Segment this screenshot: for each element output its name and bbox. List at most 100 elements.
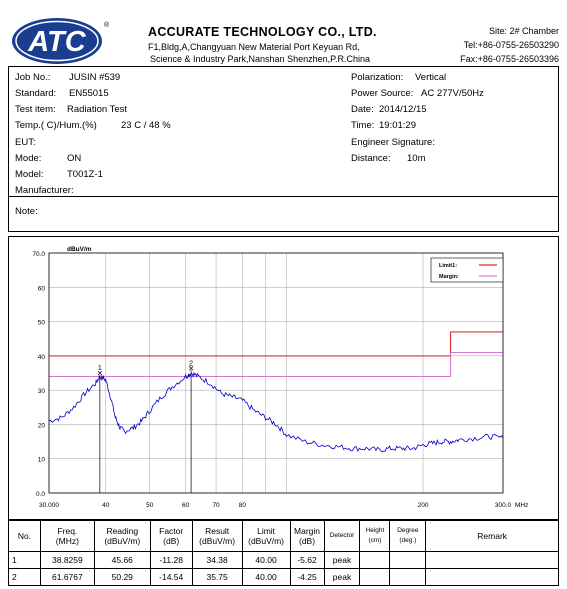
address-line2: Science & Industry Park,Nanshan Shenzhen…: [150, 54, 370, 64]
note-label: Note:: [15, 206, 38, 217]
marker-cross: [188, 366, 194, 371]
model-value: T001Z-1: [67, 169, 103, 180]
chart-legend: Limit1: Margin:: [430, 257, 504, 283]
manufacturer-row: Manufacturer:: [15, 185, 74, 196]
x-tick-label: 30.000: [39, 502, 59, 509]
test-item-label: Test item:: [15, 104, 56, 115]
standard-label: Standard:: [15, 88, 57, 99]
job-no-row: Job No.: JUSIN #539: [15, 72, 120, 83]
marker-label: 1: [98, 365, 102, 372]
emission-trace: [48, 371, 504, 453]
company-name: ACCURATE TECHNOLOGY CO., LTD.: [148, 25, 377, 39]
x-tick-label: 200: [418, 502, 429, 509]
time-row: Time: 19:01:29: [351, 120, 416, 131]
table-cell: 38.8259: [39, 551, 95, 569]
temp-label: Temp.( C)/Hum.(%): [15, 120, 97, 131]
standard-value: EN55015: [69, 88, 109, 99]
distance-value: 10m: [407, 153, 426, 164]
y-tick-label: 30: [38, 388, 46, 395]
tel-text: Tel:+86-0755-26503290: [463, 40, 559, 50]
x-tick-label: 60: [182, 502, 190, 509]
y-tick-label: 10: [38, 457, 46, 464]
date-label: Date:: [351, 104, 374, 115]
job-no-label: Job No.:: [15, 72, 51, 83]
logo-text: ATC: [27, 26, 87, 58]
table-cell: [389, 568, 427, 586]
fax-text: Fax:+86-0755-26503396: [460, 54, 559, 64]
legend-box: [430, 257, 504, 283]
table-header-cell: Height (cm): [359, 520, 391, 552]
table-cell: 50.29: [93, 568, 151, 586]
y-tick-label: 0.0: [36, 491, 45, 498]
table-header-cell: Limit (dBuV/m): [241, 520, 291, 552]
standard-row: Standard: EN55015: [15, 88, 109, 99]
y-tick-label: 50: [38, 320, 46, 327]
test-item-value: Radiation Test: [67, 104, 128, 115]
table-header-cell: Margin (dB): [289, 520, 325, 552]
signature-row: Engineer Signature:: [351, 137, 435, 148]
margin-line: [49, 351, 503, 377]
polarization-value: Vertical: [415, 72, 447, 83]
mode-label: Mode:: [15, 153, 42, 164]
table-row: 1 38.8259 45.66 -11.28 34.38 40.00 -5.62 peak: [8, 551, 559, 569]
table-cell: [425, 551, 559, 569]
table-cell: [359, 551, 391, 569]
test-item-row: Test item: Radiation Test: [15, 104, 127, 115]
y-tick-label: 60: [38, 285, 46, 292]
table-cell: peak: [323, 568, 361, 586]
temp-value: 23 C / 48 %: [121, 120, 171, 131]
table-header-cell: Freq. (MHz): [39, 520, 95, 552]
x-tick-label: 70: [212, 502, 220, 509]
y-tick-label: 70.0: [32, 251, 45, 258]
address-line1: F1,Bldg,A,Changyuan New Material Port Ke…: [148, 42, 360, 52]
y-tick-label: 40: [38, 354, 46, 361]
site-text: Site: 2# Chamber: [488, 26, 559, 36]
table-cell: [425, 568, 559, 586]
table-cell: 40.00: [241, 551, 291, 569]
model-row: Model: T001Z-1: [15, 169, 103, 180]
model-label: Model:: [15, 169, 44, 180]
registered-mark: ®: [104, 22, 110, 29]
table-cell: 61.6767: [39, 568, 95, 586]
peak-markers: 12: [97, 360, 194, 493]
time-label: Time:: [351, 120, 375, 131]
table-cell: 40.00: [241, 568, 291, 586]
job-no-value: JUSIN #539: [69, 72, 121, 83]
table-cell: 2: [8, 568, 41, 586]
table-cell: -4.25: [289, 568, 325, 586]
emission-series: [48, 371, 504, 453]
legend-label: Margin:: [439, 274, 459, 280]
table-cell: [359, 568, 391, 586]
atc-logo: ATC: [12, 18, 102, 64]
polarization-label: Polarization:: [351, 72, 404, 83]
table-header-cell: Result (dBuV/m): [191, 520, 243, 552]
distance-label: Distance:: [351, 153, 391, 164]
distance-row: Distance: 10m: [351, 153, 425, 164]
manufacturer-label: Manufacturer:: [15, 185, 74, 196]
chart-grid: [48, 252, 504, 494]
y-axis-label: dBuV/m: [67, 246, 92, 253]
table-header-cell: Degree (deg.): [389, 520, 427, 552]
table-cell: -5.62: [289, 551, 325, 569]
table-cell: 34.38: [191, 551, 243, 569]
table-cell: [389, 551, 427, 569]
x-tick-label: 50: [146, 502, 154, 509]
time-value: 19:01:29: [379, 120, 416, 131]
table-header-cell: Detector: [323, 520, 361, 552]
plot-frame: [48, 252, 504, 494]
y-tick-label: 20: [38, 422, 46, 429]
table-header-cell: No.: [8, 520, 41, 552]
results-table: No. Freq. (MHz) Reading (dBuV/m) Factor (dB) Re…: [8, 520, 559, 586]
chart-axes: 0.0 10 20 30 40 50 60 70.0 30.000 40 50 60 70 80 200 30…: [32, 246, 528, 509]
table-cell: 45.66: [93, 551, 151, 569]
marker-cross: [97, 370, 103, 376]
date-row: Date: 2014/12/15: [351, 104, 427, 115]
table-header-cell: Remark: [425, 520, 559, 552]
table-cell: -11.28: [149, 551, 193, 569]
contact-block: Site: 2# Chamber Tel:+86-0755-26503290 F…: [460, 24, 559, 66]
x-tick-label: 300.0: [495, 502, 512, 509]
table-header-row: No. Freq. (MHz) Reading (dBuV/m) Factor (dB) Re…: [8, 520, 559, 552]
table-cell: -14.54: [149, 568, 193, 586]
